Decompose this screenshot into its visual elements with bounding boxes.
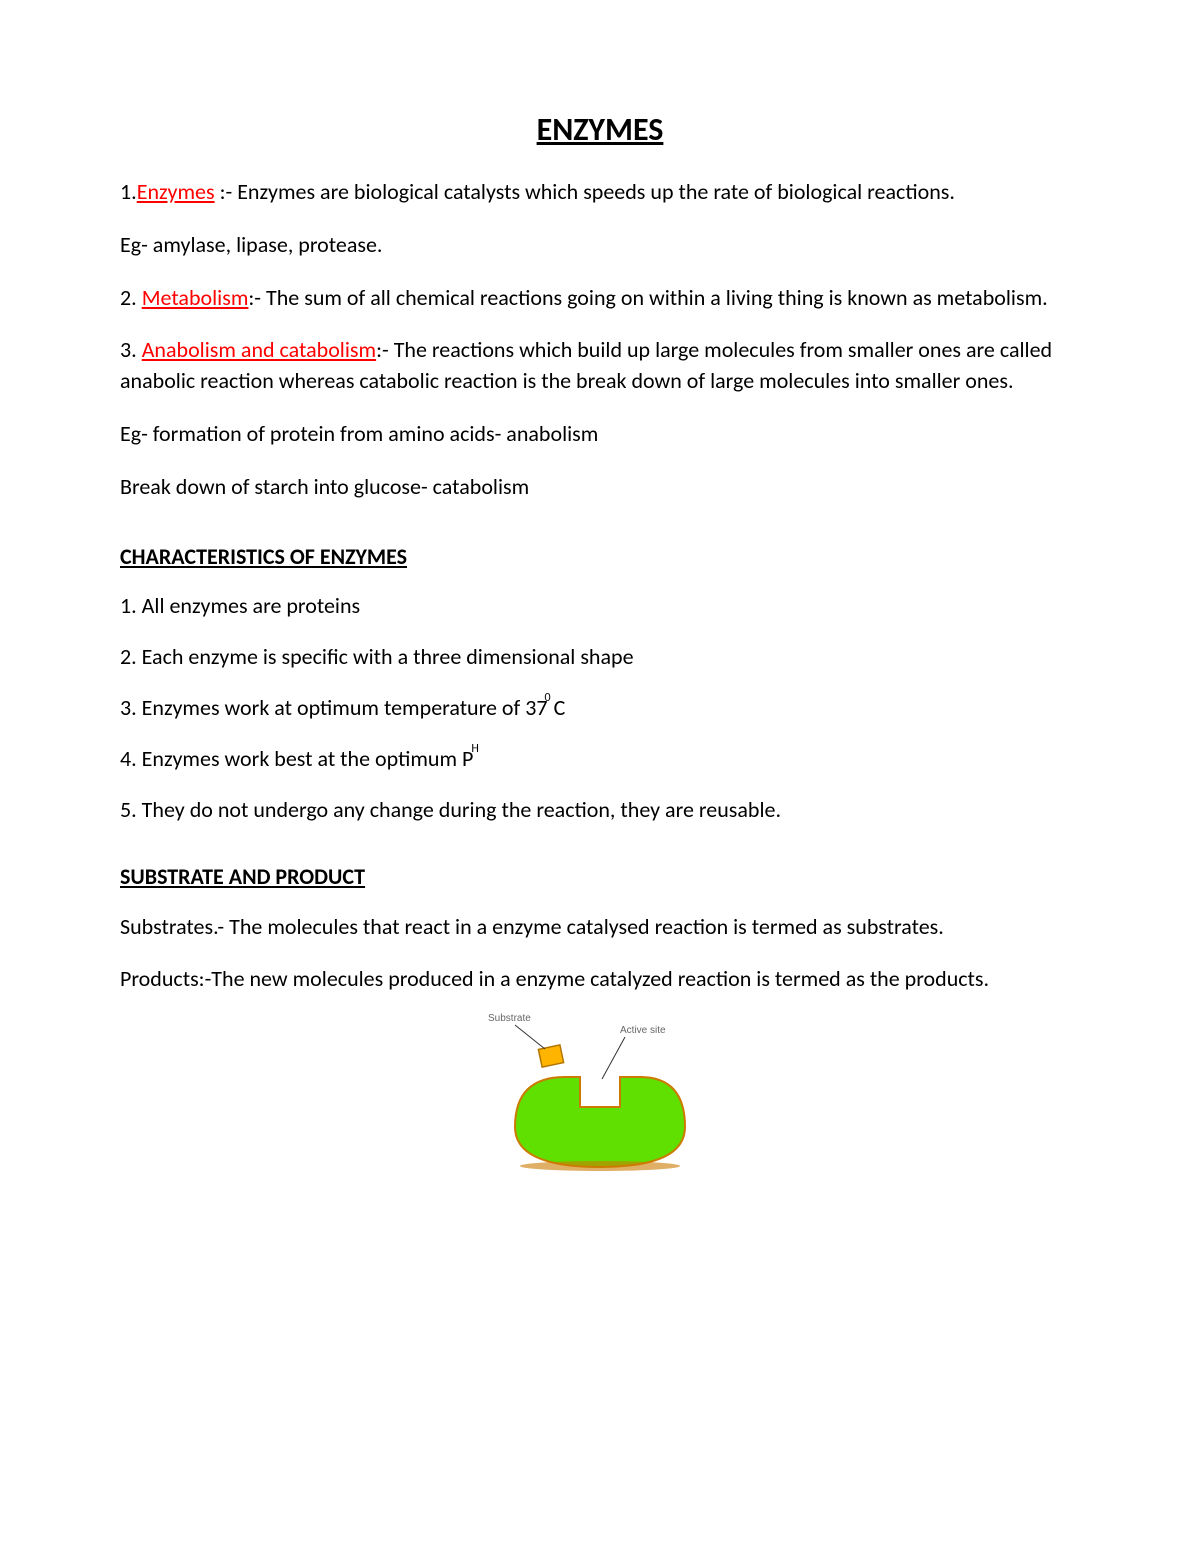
char-item-5: 5. They do not undergo any change during… [120, 796, 1080, 823]
anabolism-eg2: Break down of starch into glucose- catab… [120, 472, 1080, 503]
def-sep: :- [376, 336, 394, 363]
char3-post: C [554, 694, 566, 721]
active-site-pointer [602, 1037, 625, 1079]
def-sep: :- [215, 178, 238, 205]
enzyme-body [515, 1077, 685, 1167]
keyword-anabolism: Anabolism and catabolism [142, 336, 376, 363]
keyword-enzymes: Enzymes [137, 178, 215, 205]
def-anabolism: 3. Anabolism and catabolism:- The reacti… [120, 335, 1080, 397]
def-num: 1. [120, 178, 137, 205]
def-enzymes: 1.Enzymes :- Enzymes are biological cata… [120, 177, 1080, 208]
char-item-1: 1. All enzymes are proteins [120, 592, 1080, 619]
products-text: Products:-The new molecules produced in … [120, 964, 1080, 995]
substrate-label: Substrate [488, 1013, 531, 1024]
substrates-text: Substrates.- The molecules that react in… [120, 912, 1080, 943]
anabolism-eg1: Eg- formation of protein from amino acid… [120, 419, 1080, 450]
degree-superscript: 0 [545, 691, 551, 705]
char3-pre: 3. Enzymes work at optimum temperature o… [120, 694, 548, 721]
substrate-pointer [515, 1025, 545, 1049]
enzymes-example: Eg- amylase, lipase, protease. [120, 230, 1080, 261]
char-item-3: 3. Enzymes work at optimum temperature o… [120, 694, 1080, 721]
active-site-label: Active site [620, 1025, 666, 1036]
enzyme-diagram-wrap: Substrate Active site [120, 1007, 1080, 1182]
def-text: Enzymes are biological catalysts which s… [237, 178, 955, 205]
substrate-shape [538, 1045, 563, 1067]
enzyme-base-shadow [520, 1161, 680, 1171]
def-sep: :- [248, 284, 266, 311]
char-item-2: 2. Each enzyme is specific with a three … [120, 643, 1080, 670]
enzyme-diagram: Substrate Active site [470, 1007, 730, 1182]
char4-pre: 4. Enzymes work best at the optimum P [120, 745, 473, 772]
ph-superscript: H [471, 742, 478, 756]
document-page: ENZYMES 1.Enzymes :- Enzymes are biologi… [0, 0, 1200, 1242]
keyword-metabolism: Metabolism [142, 284, 249, 311]
char-item-4: 4. Enzymes work best at the optimum PH [120, 745, 1080, 772]
def-num: 2. [120, 284, 142, 311]
substrate-product-heading: SUBSTRATE AND PRODUCT [120, 863, 1080, 890]
page-title: ENZYMES [120, 110, 1080, 149]
def-metabolism: 2. Metabolism:- The sum of all chemical … [120, 283, 1080, 314]
characteristics-heading: CHARACTERISTICS OF ENZYMES [120, 543, 1080, 570]
def-num: 3. [120, 336, 142, 363]
def-text: The sum of all chemical reactions going … [266, 284, 1048, 311]
